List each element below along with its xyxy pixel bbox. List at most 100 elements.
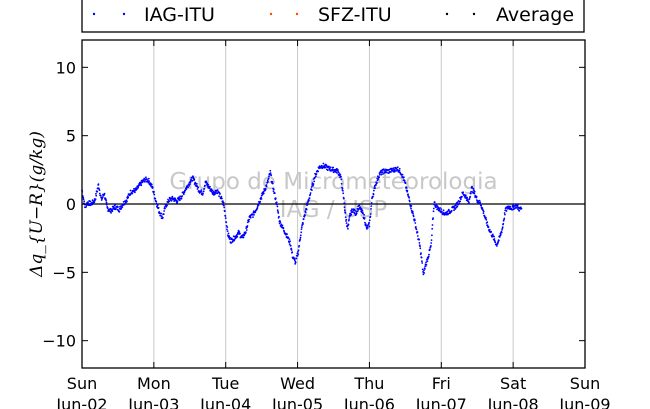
data-point bbox=[99, 194, 102, 197]
legend-box bbox=[81, 0, 585, 33]
data-point bbox=[398, 169, 401, 172]
x-tick-label-day: Thu bbox=[353, 374, 384, 393]
data-point bbox=[207, 183, 210, 186]
x-tick-label-date: Jun-06 bbox=[343, 395, 395, 409]
data-point bbox=[181, 195, 184, 197]
data-point bbox=[340, 178, 343, 181]
data-point bbox=[339, 174, 342, 176]
data-point bbox=[298, 244, 301, 247]
data-point bbox=[178, 199, 181, 202]
data-point bbox=[170, 199, 173, 202]
y-tick-label: −10 bbox=[42, 332, 76, 351]
data-point bbox=[369, 215, 372, 218]
data-point bbox=[161, 216, 164, 219]
data-point bbox=[415, 226, 417, 228]
data-point bbox=[155, 202, 158, 205]
data-point bbox=[354, 209, 356, 212]
data-point bbox=[245, 229, 248, 231]
data-point bbox=[288, 238, 291, 241]
data-point bbox=[256, 206, 259, 208]
data-point bbox=[179, 195, 182, 198]
data-point bbox=[378, 176, 381, 179]
data-point bbox=[223, 210, 226, 213]
x-tick-label-day: Tue bbox=[211, 374, 239, 393]
x-tick-label-date: Jun-03 bbox=[127, 395, 179, 409]
data-point bbox=[331, 168, 334, 171]
data-point bbox=[226, 230, 229, 233]
x-tick-label-date: Jun-08 bbox=[487, 395, 539, 409]
data-point bbox=[485, 217, 487, 219]
data-point bbox=[156, 204, 159, 207]
data-point bbox=[304, 214, 306, 217]
data-point bbox=[419, 245, 421, 248]
data-point bbox=[290, 247, 293, 250]
data-point bbox=[288, 243, 291, 246]
data-point bbox=[419, 247, 422, 250]
data-point bbox=[410, 207, 412, 210]
data-point bbox=[243, 234, 246, 237]
data-point bbox=[404, 182, 407, 185]
data-point bbox=[459, 200, 462, 203]
data-point bbox=[455, 204, 457, 207]
data-point bbox=[516, 204, 519, 207]
data-point bbox=[271, 182, 274, 185]
data-point bbox=[348, 218, 350, 221]
data-point bbox=[372, 193, 375, 196]
data-point bbox=[164, 207, 166, 210]
data-point bbox=[431, 224, 434, 226]
data-point bbox=[347, 227, 349, 230]
data-point bbox=[277, 212, 280, 214]
data-point bbox=[517, 208, 519, 211]
data-point bbox=[155, 200, 158, 203]
data-point bbox=[176, 201, 179, 204]
data-point bbox=[462, 191, 465, 194]
legend-marker bbox=[445, 12, 449, 16]
data-point bbox=[425, 263, 428, 266]
data-point bbox=[472, 188, 475, 190]
data-point bbox=[398, 167, 401, 170]
data-point bbox=[249, 216, 252, 219]
data-point bbox=[120, 207, 123, 210]
x-tick-label-day: Fri bbox=[432, 374, 451, 393]
data-point bbox=[97, 183, 100, 186]
data-point bbox=[426, 260, 429, 263]
data-point bbox=[461, 195, 463, 198]
data-point bbox=[272, 190, 275, 193]
data-point bbox=[355, 212, 358, 215]
data-point bbox=[432, 207, 435, 210]
data-point bbox=[442, 209, 445, 212]
data-point bbox=[252, 216, 254, 219]
data-point bbox=[302, 223, 304, 225]
data-point bbox=[332, 166, 335, 169]
data-point bbox=[478, 199, 481, 202]
data-point bbox=[425, 261, 427, 264]
data-point bbox=[273, 192, 276, 195]
y-tick-label: 5 bbox=[66, 127, 76, 146]
data-point bbox=[429, 248, 431, 251]
y-axis-label: Δq_{U−R}(g/kg) bbox=[27, 131, 47, 278]
data-point bbox=[405, 187, 408, 189]
data-point bbox=[458, 202, 461, 205]
data-point bbox=[246, 225, 249, 227]
data-point bbox=[309, 193, 312, 196]
data-point bbox=[362, 212, 364, 214]
data-point bbox=[223, 204, 225, 207]
data-point bbox=[203, 188, 206, 190]
data-point bbox=[305, 208, 308, 211]
data-point bbox=[262, 190, 265, 193]
data-point bbox=[433, 201, 436, 204]
data-point bbox=[418, 242, 421, 244]
data-point bbox=[193, 178, 196, 181]
data-point bbox=[267, 180, 269, 183]
legend-marker bbox=[122, 12, 126, 16]
data-point bbox=[345, 222, 348, 225]
data-point bbox=[312, 183, 315, 185]
data-point bbox=[176, 200, 179, 203]
data-point bbox=[293, 259, 296, 262]
data-point bbox=[260, 198, 263, 200]
data-point bbox=[187, 186, 190, 189]
data-point bbox=[408, 200, 411, 203]
data-point bbox=[480, 204, 482, 207]
watermark-text: Grupo de Micrometeorologia bbox=[169, 169, 497, 195]
data-point bbox=[408, 196, 410, 199]
